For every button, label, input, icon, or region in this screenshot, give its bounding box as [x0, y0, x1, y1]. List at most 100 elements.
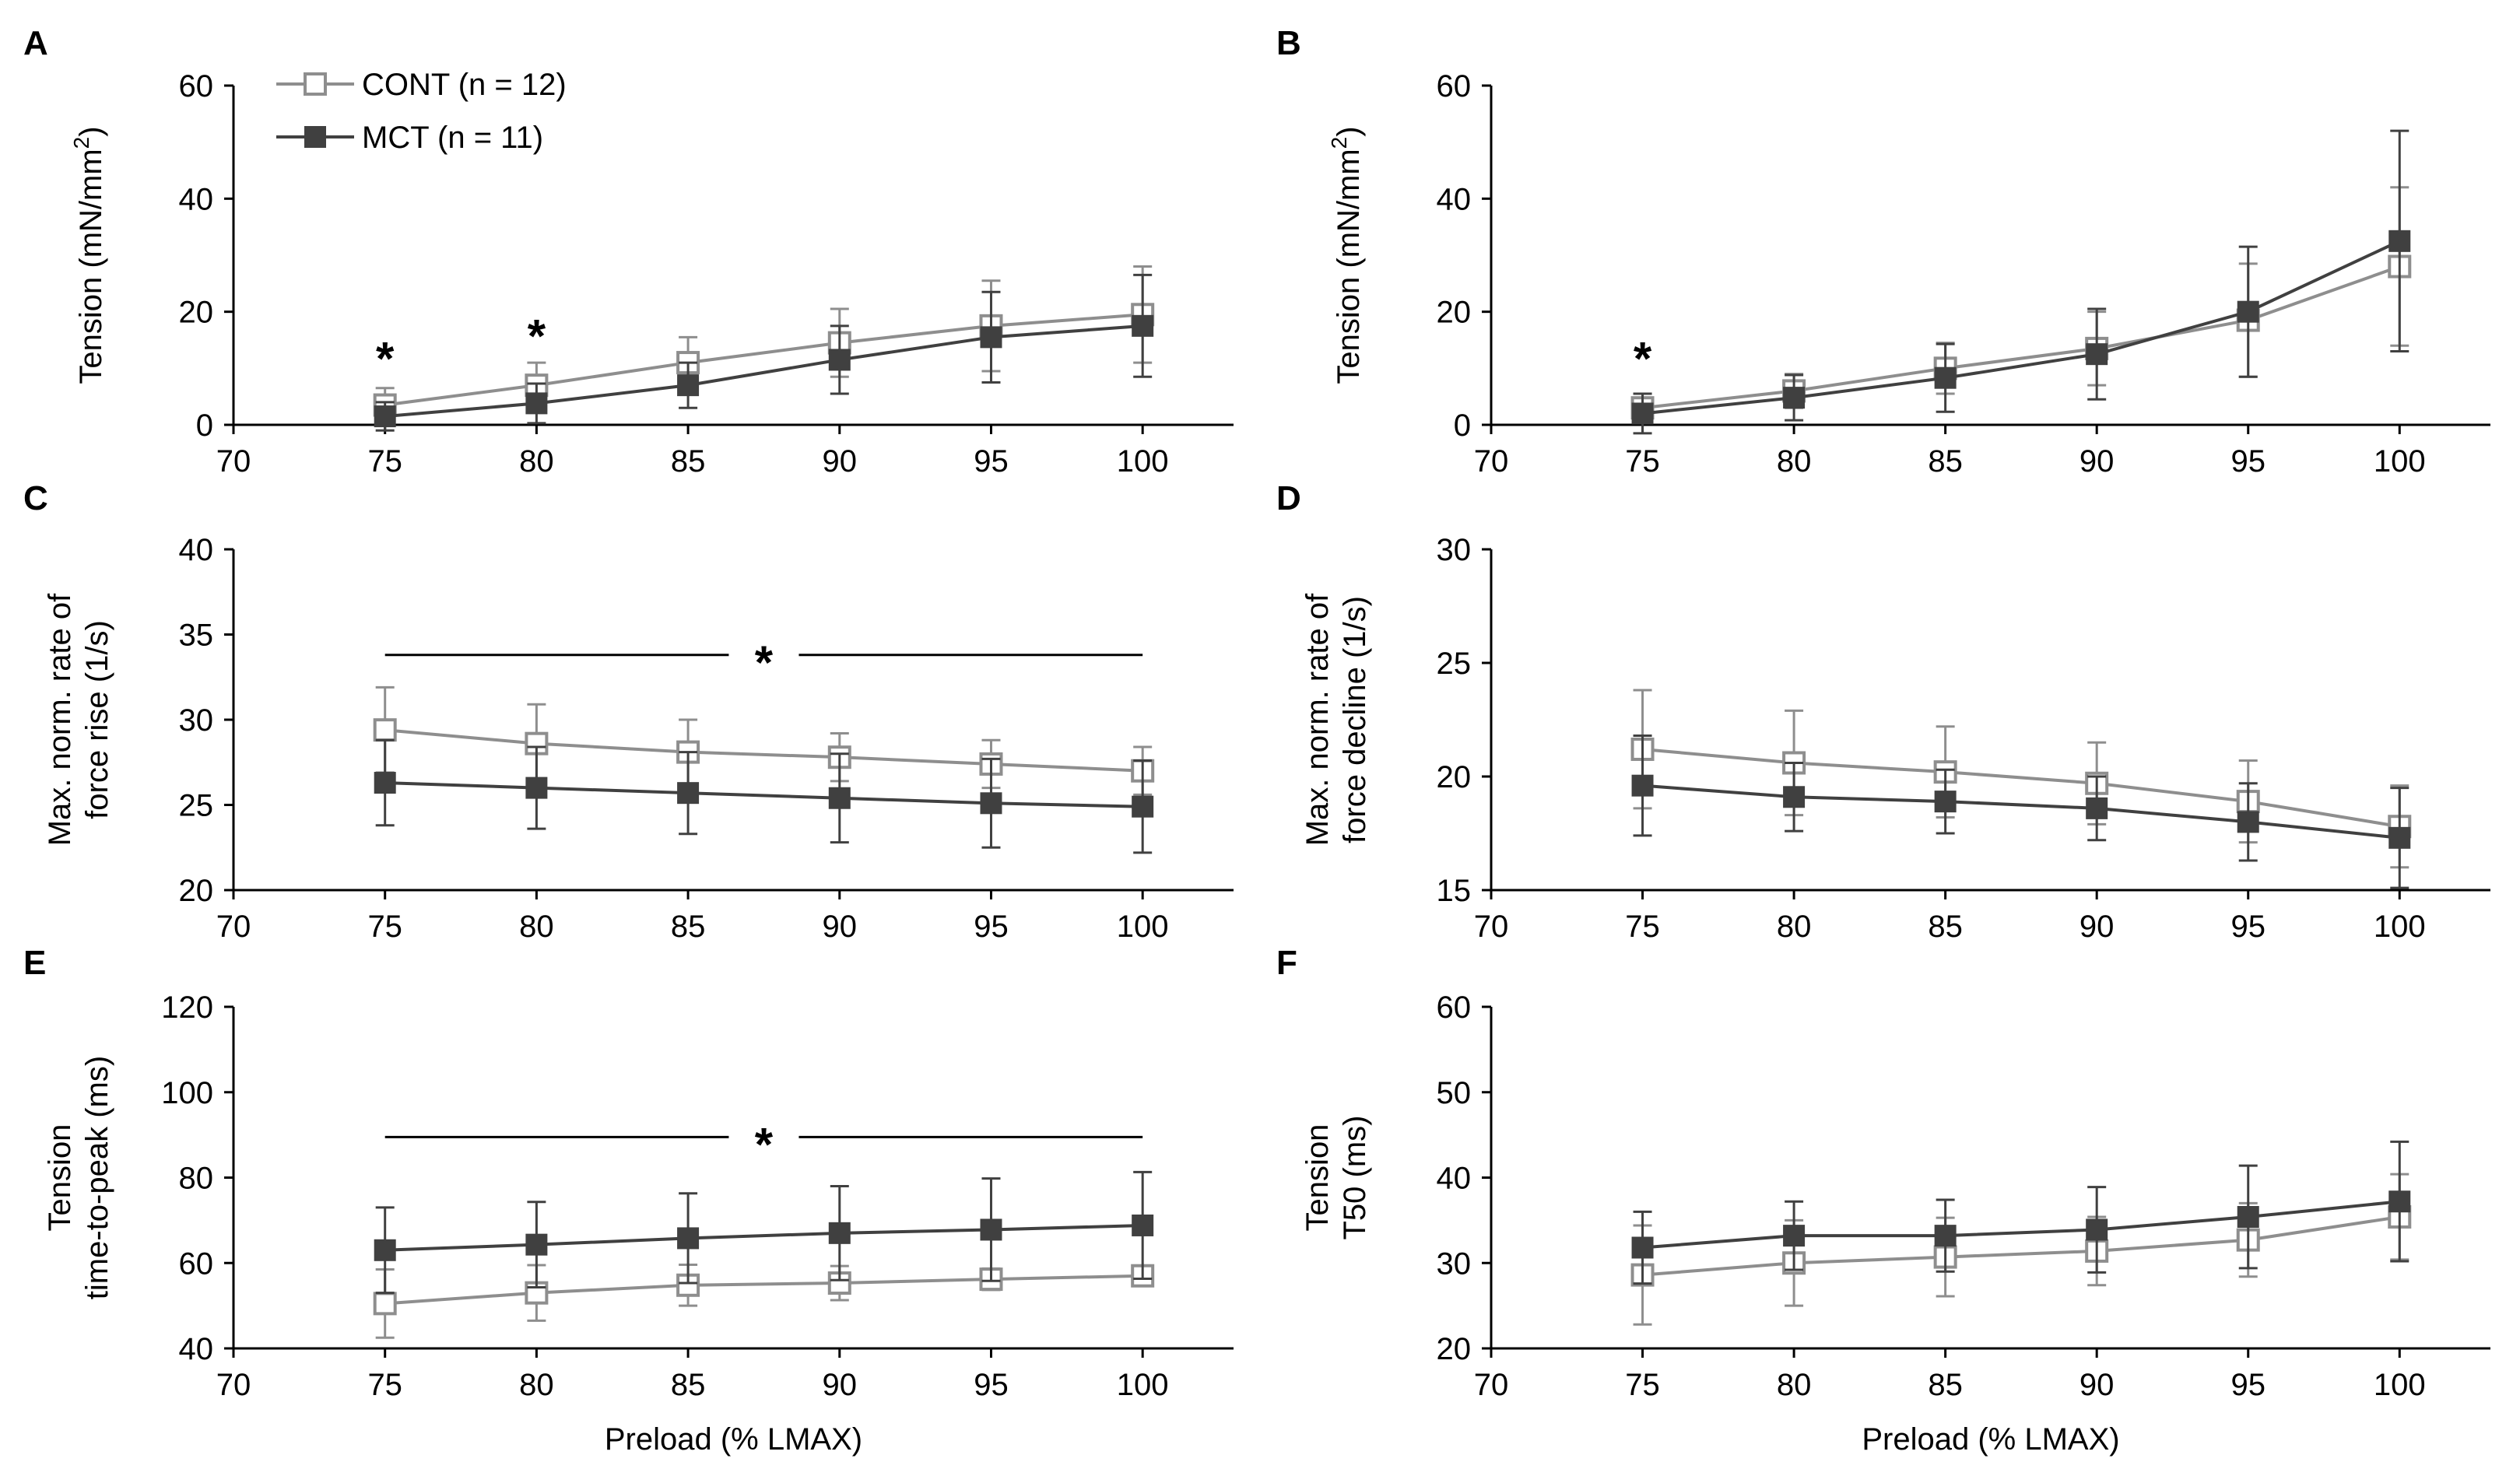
data-point-mct — [2086, 343, 2108, 366]
series-cont — [373, 265, 1155, 423]
x-tick-label: 75 — [1625, 910, 1660, 944]
data-point-mct — [980, 792, 1002, 815]
series-cont — [373, 1263, 1155, 1339]
x-tick-label: 90 — [2080, 910, 2115, 944]
data-point-mct — [525, 777, 548, 799]
y-axis-title: Max. norm. rate of — [43, 593, 77, 846]
significance-star: * — [1634, 333, 1652, 385]
x-tick-label: 95 — [2230, 1368, 2266, 1402]
series-cont — [1630, 186, 2412, 423]
data-point-mct — [1132, 314, 1154, 337]
data-point-mct — [677, 1227, 700, 1250]
x-tick-label: 75 — [367, 910, 402, 944]
data-point-mct — [677, 374, 700, 397]
data-point-mct — [1132, 795, 1154, 818]
x-tick-label: 90 — [2080, 1368, 2115, 1402]
y-tick-label: 30 — [1437, 533, 1472, 567]
data-point-mct — [525, 392, 548, 415]
data-point-cont — [373, 1292, 397, 1316]
data-point-mct — [1783, 387, 1806, 409]
series-line — [384, 324, 1143, 419]
series-mct — [374, 738, 1154, 854]
legend-marker-filled — [304, 126, 326, 148]
data-point-mct — [2388, 1190, 2411, 1213]
y-tick-label: 60 — [1437, 69, 1472, 103]
x-tick-label: 85 — [671, 1368, 706, 1402]
data-point-mct — [374, 772, 396, 794]
legend-item: CONT (n = 12) — [276, 68, 567, 102]
series-mct — [1631, 129, 2411, 435]
data-point-mct — [1934, 1225, 1957, 1247]
x-tick-label: 100 — [2374, 444, 2426, 479]
y-tick-label: 40 — [179, 533, 214, 567]
significance-star: * — [528, 310, 546, 362]
y-tick-label: 60 — [179, 1246, 214, 1281]
data-point-mct — [1934, 791, 1957, 813]
series-line — [1642, 1200, 2400, 1250]
data-point-mct — [1631, 1236, 1654, 1259]
x-tick-label: 70 — [1474, 1368, 1509, 1402]
data-point-mct — [980, 1218, 1002, 1241]
panel-a: A 0 20 40 60 70 75 80 85 90 95 100 Tension (mN/mm2) *… — [23, 24, 1234, 479]
y-tick-label: 50 — [1437, 1076, 1472, 1110]
y-tick-label: 20 — [1437, 1332, 1472, 1366]
x-tick-label: 95 — [974, 910, 1009, 944]
y-axis-title: Max. norm. rate of — [1300, 593, 1335, 846]
y-tick-label: 0 — [1454, 408, 1471, 443]
data-point-mct — [2086, 797, 2108, 819]
series-line — [384, 728, 1143, 773]
y-tick-label: 120 — [161, 990, 213, 1025]
x-tick-label: 100 — [2374, 1368, 2426, 1402]
y-axis-title-main: Tension (mN/mm — [1332, 149, 1366, 384]
y-axis-title: force rise (1/s) — [80, 620, 114, 819]
x-tick-label: 100 — [1117, 1368, 1169, 1402]
series-line — [384, 1274, 1143, 1306]
y-tick-label: 40 — [179, 182, 214, 216]
series-cont — [1630, 689, 2412, 869]
y-tick-label: 30 — [1437, 1246, 1472, 1281]
x-tick-label: 90 — [823, 910, 858, 944]
x-tick-label: 80 — [519, 910, 554, 944]
series-cont — [1630, 1173, 2412, 1326]
y-tick-label: 0 — [196, 408, 213, 443]
data-point-mct — [1631, 402, 1654, 425]
x-tick-label: 75 — [1625, 1368, 1660, 1402]
y-axis-title-end: ) — [1332, 126, 1366, 136]
series-line — [1642, 265, 2400, 410]
legend-marker-open — [304, 72, 327, 96]
y-axis-title-sup: 2 — [69, 137, 93, 149]
x-tick-label: 75 — [367, 1368, 402, 1402]
y-tick-label: 60 — [1437, 990, 1472, 1025]
data-point-mct — [2388, 826, 2411, 849]
x-tick-label: 70 — [216, 1368, 251, 1402]
y-tick-label: 20 — [179, 296, 214, 330]
x-tick-label: 100 — [2374, 910, 2426, 944]
panel-letter: F — [1276, 944, 1297, 982]
panel-e: E 40 60 80 100 120 70 75 80 85 90 95 100 Tension time-… — [23, 944, 1234, 1457]
series-cont — [373, 685, 1155, 796]
y-axis-title: force decline (1/s) — [1338, 596, 1372, 843]
series-line — [1642, 1215, 2400, 1277]
series-line — [384, 1223, 1143, 1252]
x-tick-label: 75 — [367, 444, 402, 479]
x-axis-title: Preload (% LMAX) — [1862, 1422, 2119, 1457]
x-tick-label: 80 — [1777, 444, 1812, 479]
series-line — [384, 781, 1143, 808]
x-tick-label: 100 — [1117, 910, 1169, 944]
panel-letter: A — [23, 24, 48, 62]
y-axis-title: time-to-peak (ms) — [80, 1056, 114, 1299]
x-tick-label: 80 — [1777, 910, 1812, 944]
y-tick-label: 15 — [1437, 874, 1472, 908]
y-tick-label: 60 — [179, 69, 214, 103]
series-mct — [374, 1170, 1154, 1295]
data-point-mct — [1631, 774, 1654, 797]
series-line — [384, 313, 1143, 407]
x-tick-label: 90 — [2080, 444, 2115, 479]
data-point-mct — [980, 326, 1002, 349]
x-tick-label: 95 — [974, 1368, 1009, 1402]
y-tick-label: 20 — [1437, 760, 1472, 794]
y-tick-label: 80 — [179, 1162, 214, 1196]
legend: CONT (n = 12) MCT (n = 11) — [276, 68, 567, 155]
legend-label: CONT (n = 12) — [362, 68, 567, 102]
